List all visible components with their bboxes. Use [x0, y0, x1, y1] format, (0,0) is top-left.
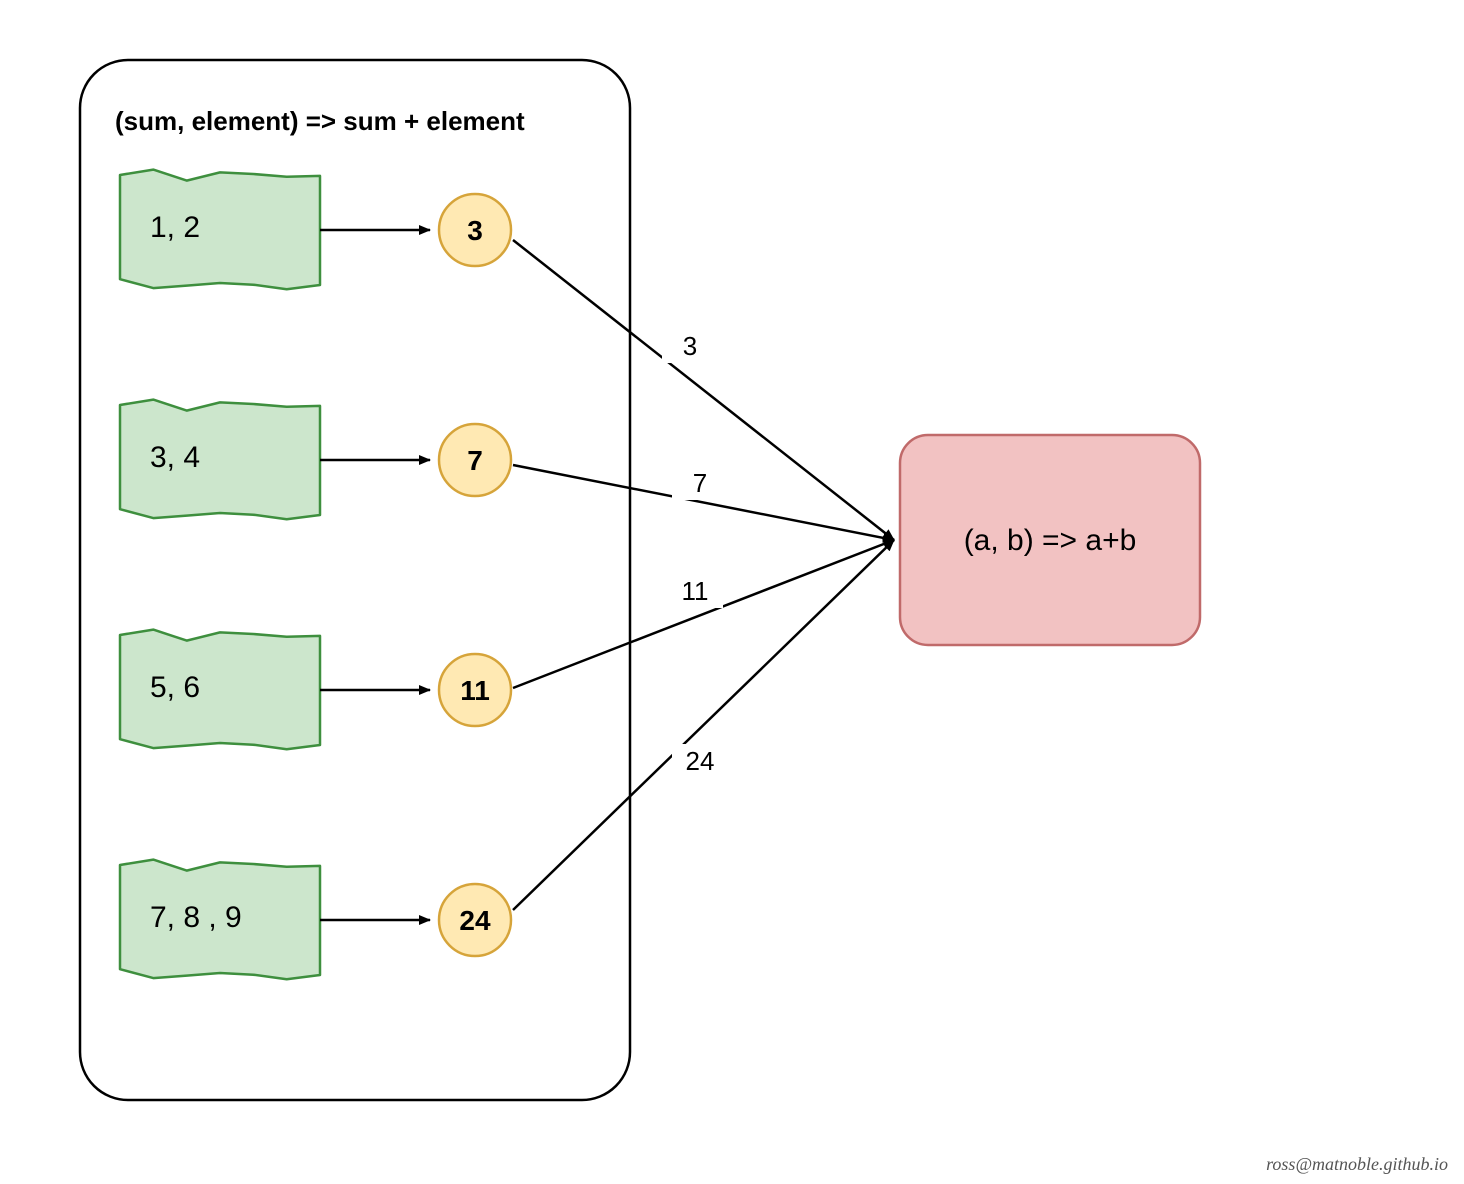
footer-credit: ross@matnoble.github.io [1266, 1154, 1448, 1174]
sum-circle-label-0: 3 [467, 215, 483, 246]
edge-label-0: 3 [683, 331, 697, 361]
sum-circle-label-3: 24 [459, 905, 491, 936]
sum-circle-label-1: 7 [467, 445, 483, 476]
container-title: (sum, element) => sum + element [115, 106, 525, 136]
input-box-label-1: 3, 4 [150, 441, 200, 474]
input-box-label-2: 5, 6 [150, 671, 200, 704]
input-box-label-0: 1, 2 [150, 211, 200, 244]
edge-label-2: 11 [682, 576, 709, 606]
sum-circle-label-2: 11 [460, 675, 490, 706]
edge-label-1: 7 [693, 468, 707, 498]
input-box-label-3: 7, 8 , 9 [150, 901, 242, 934]
result-box-label: (a, b) => a+b [964, 524, 1137, 557]
edge-label-3: 24 [686, 746, 715, 776]
